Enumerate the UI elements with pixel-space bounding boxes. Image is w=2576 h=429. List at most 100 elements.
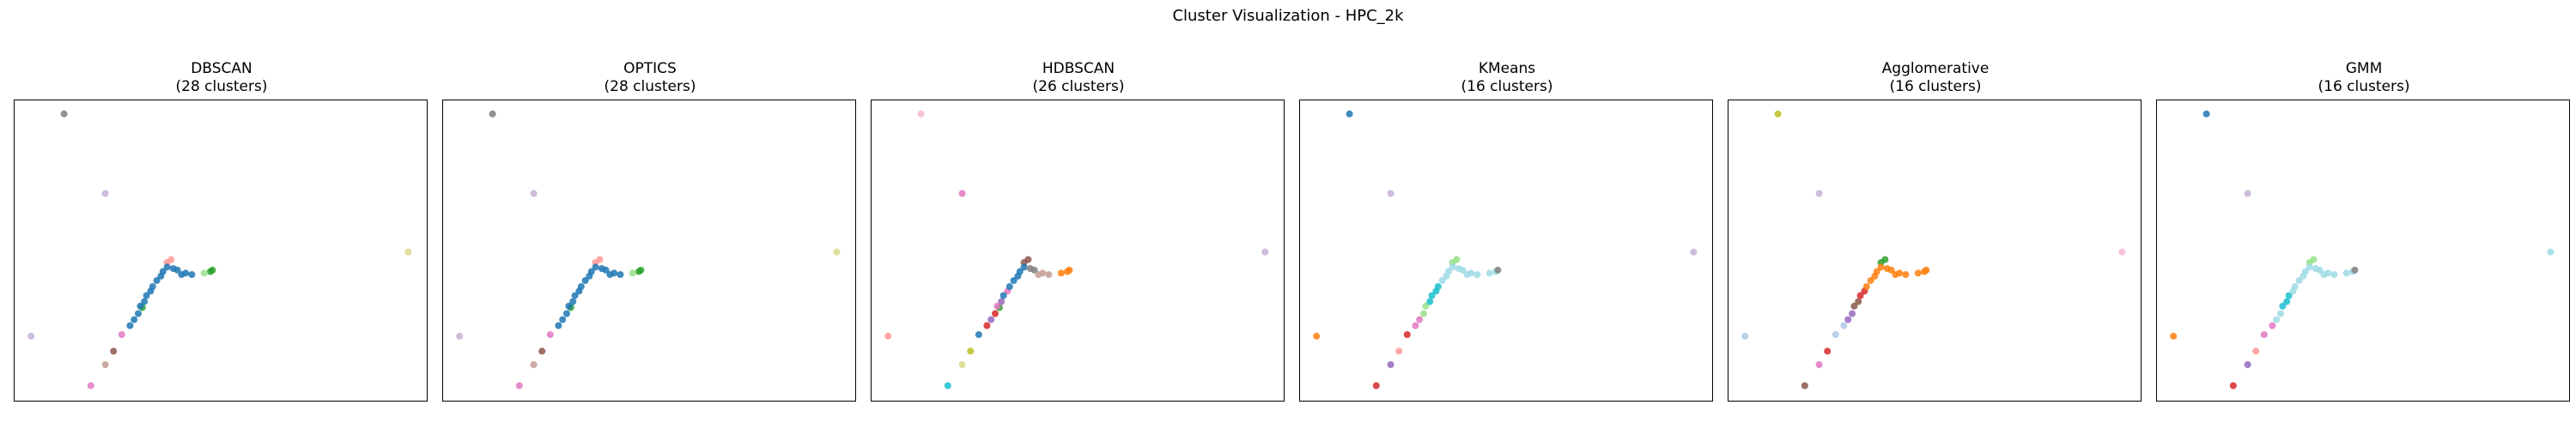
scatter-point [489, 110, 496, 118]
subplot-method-name: GMM [2345, 60, 2383, 77]
scatter-point [958, 361, 966, 368]
scatter-point [1412, 322, 1419, 329]
scatter-point [1395, 347, 1403, 355]
scatter-plot [2170, 110, 2555, 390]
scatter-point [1066, 266, 1073, 274]
scatter-point [2260, 331, 2268, 338]
plot-area [442, 100, 856, 402]
scatter-plot [1313, 110, 1698, 390]
scatter-point [546, 331, 554, 338]
scatter-point [126, 322, 134, 329]
plot-area [2156, 100, 2570, 402]
scatter-point [27, 332, 35, 340]
scatter-point [2342, 269, 2350, 277]
scatter-point [993, 302, 1001, 310]
scatter-point [1815, 190, 1823, 197]
scatter-point [983, 322, 991, 329]
scatter-point [188, 271, 196, 278]
subplot-cluster-count: (26 clusters) [1032, 78, 1125, 95]
scatter-point [1887, 266, 1895, 274]
scatter-point [2324, 269, 2332, 277]
scatter-point [1855, 298, 1862, 305]
subplot-method-name: Agglomerative [1881, 60, 1990, 77]
scatter-point [958, 190, 966, 197]
scatter-point [629, 269, 636, 277]
scatter-point [1873, 268, 1880, 275]
scatter-point [1844, 316, 1852, 323]
scatter-point [571, 292, 579, 299]
scatter-point [1923, 266, 1930, 274]
scatter-point [1416, 316, 1424, 323]
scatter-point [87, 382, 94, 390]
subplot-method-name: KMeans [1478, 60, 1536, 77]
scatter-point [1867, 277, 1874, 284]
subplot-title: Agglomerative (16 clusters) [1728, 60, 2143, 96]
subplot-hdbscan: HDBSCAN (26 clusters) [871, 60, 1286, 408]
scatter-point [884, 332, 892, 340]
scatter-point [2283, 298, 2291, 305]
scatter-point [1313, 332, 1321, 340]
scatter-point [917, 110, 925, 118]
scatter-point [60, 110, 68, 118]
scatter-point [2269, 322, 2276, 329]
scatter-point [1815, 361, 1823, 368]
scatter-point [2351, 266, 2359, 274]
subplot-cluster-count: (16 clusters) [2318, 78, 2410, 95]
scatter-point [2202, 110, 2210, 118]
scatter-point [1690, 248, 1698, 256]
scatter-point [538, 347, 546, 355]
subplot-cluster-count: (28 clusters) [604, 78, 696, 95]
scatter-point [999, 292, 1007, 299]
scatter-point [1473, 271, 1481, 278]
scatter-point [998, 298, 1005, 305]
scatter-point [2316, 266, 2324, 274]
scatter-point [1438, 277, 1446, 284]
scatter-point [456, 332, 464, 340]
scatter-point [555, 322, 562, 329]
scatter-point [2330, 271, 2338, 278]
scatter-plot [884, 110, 1269, 390]
scatter-point [617, 271, 624, 278]
plot-area [871, 100, 1285, 402]
scatter-point [1856, 292, 1864, 299]
scatter-point [1030, 266, 1038, 274]
scatter-plot [1741, 110, 2126, 390]
subplot-agglomerative: Agglomerative (16 clusters) [1728, 60, 2143, 408]
scatter-point [637, 266, 645, 274]
scatter-point [1453, 256, 1461, 263]
scatter-point [1346, 110, 1353, 118]
scatter-point [833, 248, 841, 256]
scatter-point [2310, 256, 2318, 263]
scatter-point [1877, 263, 1885, 271]
scatter-point [975, 331, 982, 338]
scatter-point [1444, 268, 1452, 275]
scatter-point [200, 269, 208, 277]
plot-area [1299, 100, 1713, 402]
scatter-point [967, 347, 975, 355]
scatter-plot [27, 110, 412, 390]
scatter-point [1840, 322, 1848, 329]
scatter-point [987, 316, 995, 323]
scatter-point [1426, 298, 1434, 305]
scatter-point [1403, 331, 1411, 338]
scatter-point [530, 190, 538, 197]
subplot-method-name: DBSCAN [191, 60, 252, 77]
scatter-point [143, 292, 150, 299]
scatter-point [1467, 269, 1475, 277]
scatter-point [159, 268, 167, 275]
scatter-point [1387, 190, 1394, 197]
scatter-point [2295, 277, 2303, 284]
scatter-point [163, 263, 171, 271]
scatter-point [1485, 269, 1493, 277]
subplot-cluster-count: (16 clusters) [1889, 78, 1982, 95]
scatter-point [2244, 190, 2251, 197]
subplot-title: DBSCAN (28 clusters) [14, 60, 429, 96]
scatter-point [173, 266, 181, 274]
scatter-point [1387, 361, 1394, 368]
scatter-point [182, 269, 190, 277]
scatter-point [1005, 283, 1013, 290]
scatter-point [569, 298, 577, 305]
scatter-point [1896, 269, 1904, 277]
scatter-point [2277, 310, 2284, 317]
scatter-point [2301, 268, 2309, 275]
